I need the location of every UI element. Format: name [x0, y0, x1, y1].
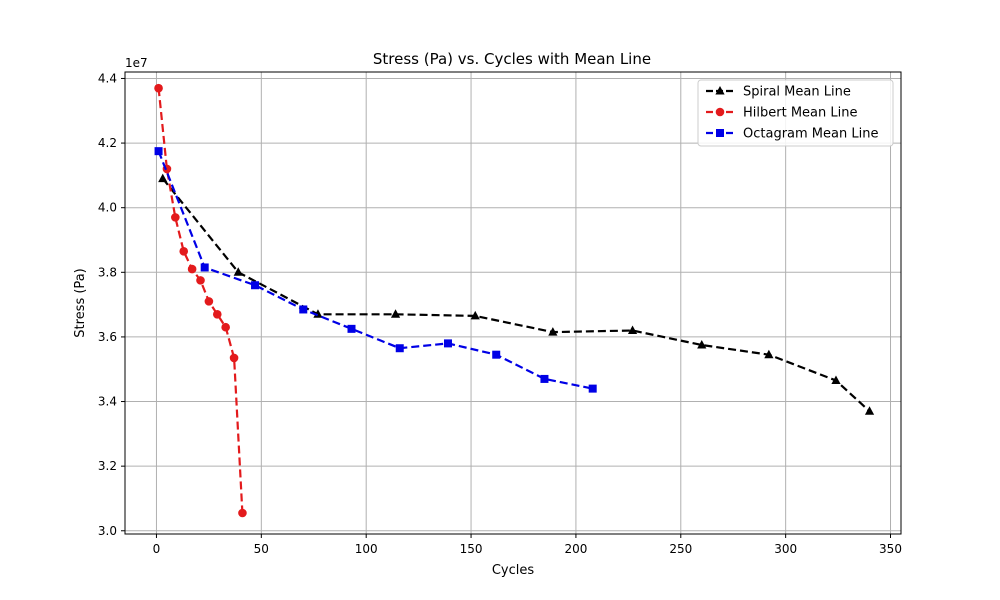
data-point	[548, 327, 558, 336]
x-axis-label: Cycles	[492, 563, 535, 578]
x-tick-label: 150	[460, 542, 483, 556]
data-point	[831, 375, 841, 385]
data-point	[443, 339, 452, 348]
legend-marker	[716, 129, 724, 137]
x-tick-label: 200	[564, 542, 587, 556]
data-point	[251, 281, 260, 290]
data-point	[390, 309, 401, 318]
data-point	[313, 309, 323, 318]
grid	[125, 72, 901, 534]
x-tick-label: 50	[254, 542, 269, 556]
plot-frame	[124, 71, 902, 535]
data-point	[200, 263, 209, 272]
data-point	[299, 305, 308, 314]
data-point	[588, 384, 597, 393]
legend-marker	[715, 86, 725, 95]
x-tick-label: 0	[153, 542, 161, 556]
series-line	[157, 150, 593, 390]
data-point	[221, 322, 230, 332]
legend-marker	[715, 107, 725, 117]
data-point	[238, 508, 247, 518]
legend-entry: Spiral Mean Line	[706, 85, 851, 100]
series-hilbert-mean-line	[154, 83, 247, 518]
y-tick-label: 4.0	[98, 201, 117, 215]
data-point	[154, 147, 163, 156]
x-tick-label: 300	[774, 542, 797, 556]
data-point	[204, 297, 214, 306]
legend: Spiral Mean Line Hilbert Mean Line Octagra…	[697, 79, 894, 147]
legend-entry: Hilbert Mean Line	[706, 106, 857, 121]
y-axis-label: Stress (Pa)	[73, 268, 88, 337]
data-point	[470, 310, 480, 320]
series-spiral-mean-line	[158, 173, 875, 415]
legend-box	[697, 79, 894, 147]
x-tick-label: 350	[879, 542, 902, 556]
data-point	[864, 406, 875, 415]
y-offset-label: 1e7	[125, 56, 148, 70]
data-point	[233, 267, 243, 276]
data-point	[764, 349, 774, 359]
data-point	[229, 353, 239, 363]
y-tick-label: 3.6	[98, 330, 117, 344]
data-point	[154, 83, 163, 93]
y-tick-label: 3.0	[98, 524, 117, 538]
chart-title: Stress (Pa) vs. Cycles with Mean Line	[373, 50, 651, 68]
data-point	[212, 310, 222, 319]
data-point	[171, 213, 180, 222]
legend-label: Hilbert Mean Line	[743, 106, 857, 121]
legend-label: Octagram Mean Line	[743, 127, 878, 142]
data-point	[540, 374, 549, 383]
data-point	[492, 350, 501, 359]
ticks: 0 50 100 150 200 250 300 350 3.0 3.2 3.4 3.6 3.8 4.0 4…	[98, 71, 902, 556]
data-point	[347, 324, 356, 333]
series-octagram-mean-line	[154, 147, 597, 393]
data-point	[196, 276, 205, 285]
x-tick-label: 250	[669, 542, 692, 556]
data-point	[395, 344, 404, 353]
y-tick-label: 3.2	[98, 459, 117, 473]
y-tick-label: 4.2	[98, 136, 117, 150]
data-point	[179, 247, 189, 256]
y-tick-label: 4.4	[98, 71, 117, 85]
data-point	[158, 173, 168, 183]
y-tick-label: 3.8	[98, 265, 117, 279]
data-point	[627, 325, 638, 334]
data-point	[187, 264, 197, 274]
series-layer	[154, 83, 875, 518]
x-tick-label: 100	[355, 542, 378, 556]
legend-label: Spiral Mean Line	[743, 85, 851, 100]
data-point	[697, 340, 707, 349]
y-tick-label: 3.4	[98, 395, 117, 409]
legend-entry: Octagram Mean Line	[706, 127, 878, 142]
